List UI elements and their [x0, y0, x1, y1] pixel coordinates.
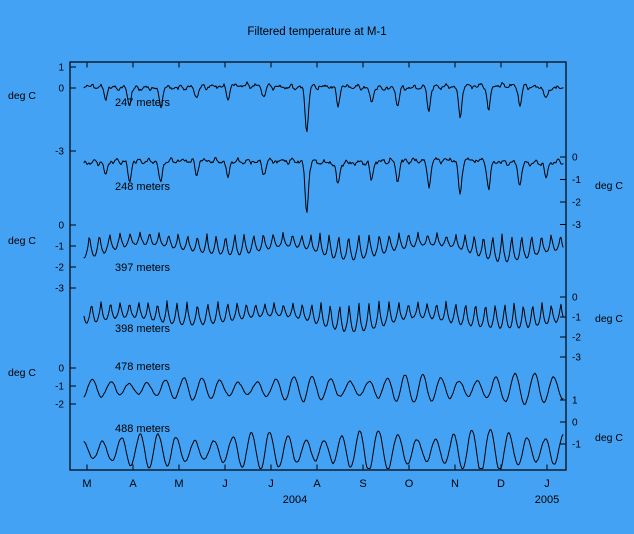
- x-tick-label-month: O: [405, 478, 414, 490]
- y-tick-label: -2: [55, 400, 64, 411]
- y-tick-label: -1: [572, 440, 581, 451]
- y-tick-label: 1: [572, 396, 578, 407]
- y-tick-label: -1: [55, 382, 64, 393]
- y-tick-label: 0: [572, 153, 578, 164]
- y-axis-units-label: deg C: [8, 235, 36, 247]
- series-depth-label: 488 meters: [115, 423, 171, 435]
- y-axis-units-label: deg C: [8, 367, 36, 379]
- x-year-label: 2004: [283, 494, 307, 506]
- x-tick-label-month: S: [359, 478, 366, 490]
- x-tick-label-month: J: [222, 478, 228, 490]
- y-tick-label: -2: [55, 263, 64, 274]
- y-axis-units-label: deg C: [595, 180, 623, 192]
- x-tick-label-month: A: [129, 478, 137, 490]
- y-tick-label: -2: [572, 198, 581, 209]
- y-axis-units-label: deg C: [595, 313, 623, 325]
- series-depth-label: 248 meters: [115, 181, 171, 193]
- x-tick-label-month: N: [451, 478, 459, 490]
- x-tick-label-month: J: [544, 478, 550, 490]
- y-axis-units-label: deg C: [8, 90, 36, 102]
- series-depth-label: 478 meters: [115, 361, 171, 373]
- x-tick-label-month: M: [174, 478, 183, 490]
- axes-box: [69, 61, 567, 471]
- x-tick-label-month: J: [268, 478, 274, 490]
- y-tick-label: -2: [572, 333, 581, 344]
- x-tick-label-month: M: [82, 478, 91, 490]
- y-tick-label: -3: [572, 220, 581, 231]
- y-tick-label: -1: [572, 313, 581, 324]
- series-trace-397-m: [83, 231, 564, 263]
- chart-title: Filtered temperature at M-1: [247, 26, 387, 38]
- x-tick-label-month: D: [497, 478, 505, 490]
- y-tick-label: 0: [58, 221, 64, 232]
- y-axis-units-label: deg C: [595, 432, 623, 444]
- y-tick-label: -1: [572, 175, 581, 186]
- series-depth-label: 247 meters: [115, 97, 171, 109]
- y-tick-label: 0: [58, 84, 64, 95]
- x-year-label: 2005: [535, 494, 559, 506]
- y-tick-label: -3: [572, 353, 581, 364]
- y-tick-label: 1: [58, 63, 64, 74]
- series-trace-247-m: [83, 81, 564, 133]
- y-tick-label: -1: [55, 242, 64, 253]
- series-depth-label: 398 meters: [115, 323, 171, 335]
- series-depth-label: 397 meters: [115, 262, 171, 274]
- y-tick-label: 0: [572, 418, 578, 429]
- series-trace-398-m: [83, 300, 564, 332]
- x-tick-label-month: A: [313, 478, 321, 490]
- y-tick-label: 0: [58, 364, 64, 375]
- y-tick-label: -3: [55, 147, 64, 158]
- series-trace-488-m: [83, 429, 564, 469]
- series-trace-248-m: [83, 157, 564, 213]
- series-trace-478-m: [83, 372, 564, 405]
- y-tick-label: 0: [572, 293, 578, 304]
- y-tick-label: -3: [55, 284, 64, 295]
